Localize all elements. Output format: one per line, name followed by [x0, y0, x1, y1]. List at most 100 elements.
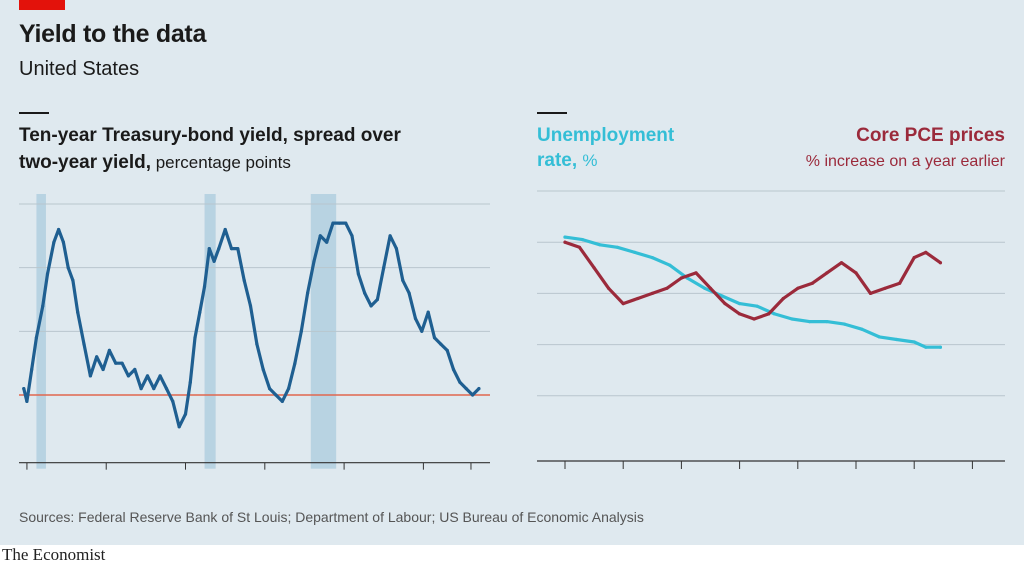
unemployment-point [720, 294, 724, 298]
yield-spread-point [394, 247, 398, 251]
right-chart [537, 190, 1005, 469]
unemployment-point [825, 320, 829, 324]
right-axis-subtitle: % increase on a year earlier [806, 153, 1006, 170]
unemployment-point [938, 345, 943, 349]
core-pce-point [796, 286, 800, 290]
yield-spread-point [413, 317, 418, 321]
core-pce-point [723, 302, 727, 306]
yield-spread-point [22, 387, 26, 391]
yield-spread-point [458, 380, 462, 384]
unemployment-line [563, 235, 942, 349]
core-pce-point [665, 286, 669, 290]
yield-spread-point [401, 278, 405, 282]
yield-spread-point [207, 247, 211, 251]
core-pce-point [810, 281, 815, 285]
page-subtitle: United States [19, 58, 140, 80]
yield-spread-point [158, 374, 162, 378]
yield-spread-point [145, 374, 150, 378]
unemployment-point [615, 245, 620, 249]
unemployment-point [598, 243, 602, 247]
unemployment-point [912, 340, 916, 344]
core-pce-point [621, 302, 625, 306]
core-pce-point [752, 317, 756, 321]
yield-spread-point [61, 240, 65, 244]
yield-spread-point [223, 227, 227, 232]
yield-spread-point [177, 425, 181, 429]
yield-spread-point [34, 336, 39, 340]
yield-spread-point [152, 387, 156, 391]
yield-spread-point [236, 247, 240, 251]
yield-spread-point [331, 221, 335, 225]
yield-spread-point [212, 259, 216, 263]
yield-spread-point [318, 234, 322, 238]
unemployment-point [580, 238, 585, 242]
yield-spread-point [30, 367, 34, 372]
yield-spread-point [229, 247, 234, 251]
core-pce-point [938, 261, 943, 265]
yield-spread-point [420, 329, 424, 333]
yield-spread-point [451, 367, 456, 372]
core-pce-point [738, 312, 742, 316]
core-pce-point [592, 266, 596, 270]
yield-spread-point [299, 329, 303, 333]
yield-spread-point [25, 399, 29, 403]
yield-spread-point [293, 361, 297, 365]
yield-spread-point [287, 387, 291, 391]
yield-spread-line [22, 221, 481, 429]
left-chart [19, 194, 490, 470]
yield-spread-point [407, 291, 411, 295]
yield-spread-point [217, 247, 221, 251]
core-pce-point [924, 250, 928, 254]
yield-spread-point [471, 393, 475, 397]
core-pce-line [563, 240, 942, 321]
yield-spread-point [375, 297, 379, 302]
yield-spread-point [126, 374, 130, 378]
core-pce-point [679, 276, 684, 280]
unemployment-point [738, 302, 742, 306]
yield-spread-point [426, 310, 430, 314]
yield-spread-point [248, 304, 253, 308]
core-pce-point [694, 271, 698, 275]
left-chart-title-line2: two-year yield, percentage points [19, 152, 291, 173]
yield-spread-point [363, 291, 367, 295]
yield-spread-point [369, 304, 373, 308]
unemployment-point [924, 345, 928, 349]
yield-spread-point [356, 272, 360, 276]
yield-spread-point [133, 367, 137, 372]
yield-spread-point [45, 272, 50, 276]
yield-spread-point [198, 310, 202, 314]
core-pce-point [781, 296, 785, 301]
core-pce-point [563, 240, 567, 244]
yield-spread-point [255, 342, 259, 346]
unemployment-point [860, 327, 864, 331]
yield-spread-point [202, 285, 207, 289]
unemployment-point [633, 250, 637, 254]
yield-spread-point [164, 387, 169, 391]
unemployment-point [772, 312, 777, 316]
economist-red-tag [19, 0, 65, 10]
core-pce-point [607, 286, 611, 290]
yield-spread-point [183, 412, 188, 416]
yield-spread-point [306, 291, 310, 295]
yield-spread-point [344, 221, 348, 225]
yield-spread-point [439, 342, 443, 346]
yield-spread-point [382, 266, 386, 270]
core-pce-point [825, 271, 829, 275]
right-axis-title: Core PCE prices [856, 125, 1005, 146]
yield-spread-point [350, 234, 354, 238]
yield-spread-point [76, 310, 80, 314]
core-pce-point [708, 286, 713, 290]
unemployment-point [842, 322, 847, 326]
yield-spread-point [464, 387, 468, 391]
core-pce-point [898, 281, 902, 285]
yield-spread-point [71, 278, 75, 282]
yield-spread-point [388, 234, 392, 238]
core-pce-point [883, 286, 887, 290]
page-title: Yield to the data [19, 20, 207, 48]
yield-spread-point [41, 304, 45, 308]
core-pce-point [767, 312, 771, 316]
charts-svg: Ten-year Treasury-bond yield, spread ove… [19, 112, 1006, 525]
left-chart-title-line1: Ten-year Treasury-bond yield, spread ove… [19, 125, 401, 146]
core-pce-point [912, 256, 916, 260]
yield-spread-point [193, 336, 197, 340]
